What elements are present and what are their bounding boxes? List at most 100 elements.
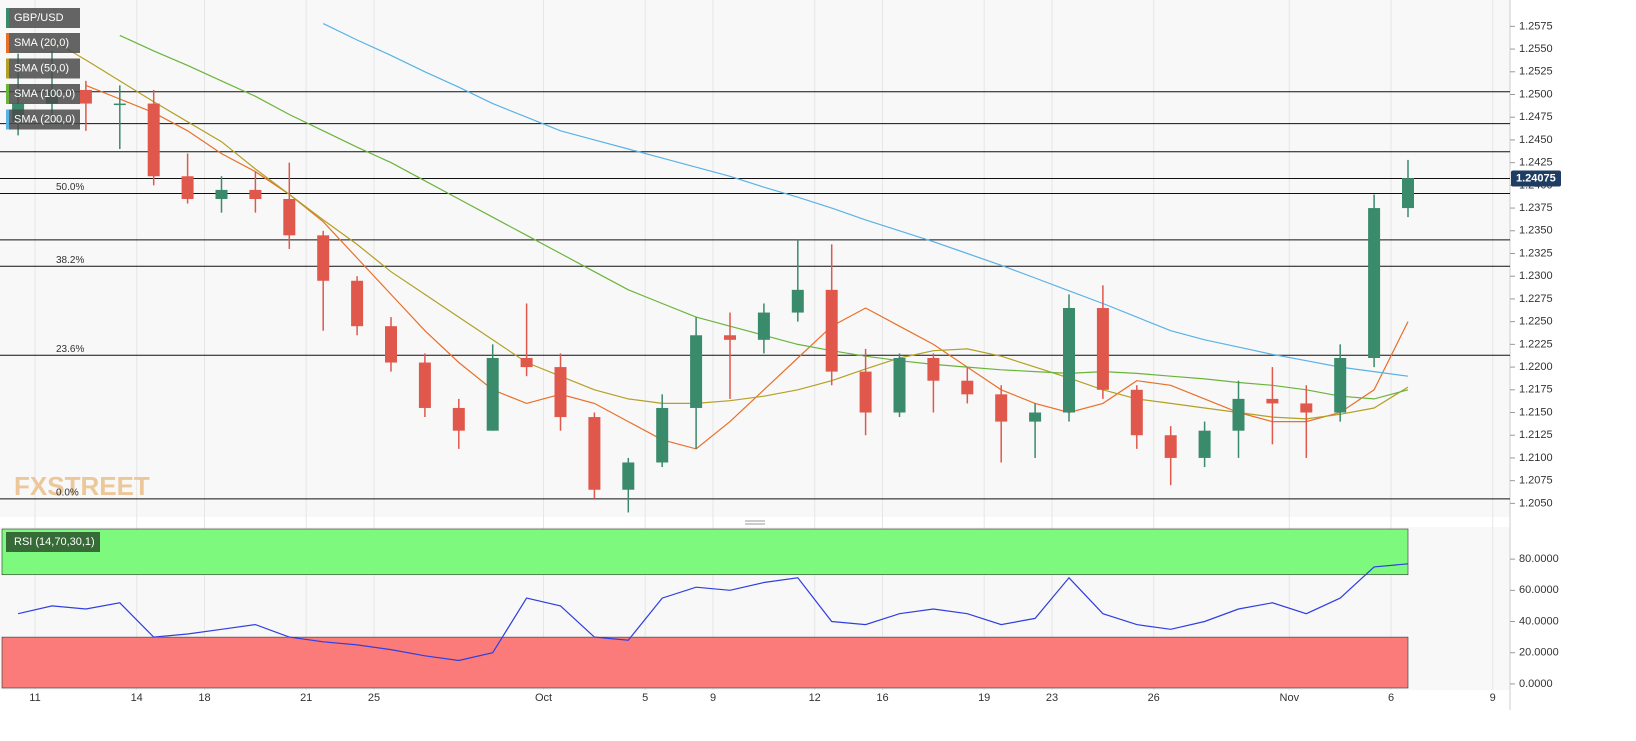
candle-body bbox=[554, 367, 567, 418]
y-tick-label: 20.0000 bbox=[1519, 647, 1559, 659]
y-tick-label: 1.2375 bbox=[1519, 202, 1553, 214]
overbought-zone bbox=[1, 528, 1409, 576]
legend-swatch bbox=[6, 58, 9, 79]
candle-body bbox=[1198, 430, 1211, 458]
y-tick-label: 40.0000 bbox=[1519, 615, 1559, 627]
candle-body bbox=[1029, 412, 1042, 422]
watermark: FXSTREET bbox=[14, 471, 150, 501]
x-tick-label: 9 bbox=[1490, 692, 1496, 704]
legend-box bbox=[6, 84, 80, 104]
x-tick-label: 26 bbox=[1148, 692, 1160, 704]
y-tick-label: 1.2075 bbox=[1519, 475, 1553, 487]
x-tick-label: 6 bbox=[1388, 692, 1394, 704]
y-tick-label: 1.2300 bbox=[1519, 270, 1553, 282]
legend-swatch bbox=[6, 109, 9, 130]
y-tick-label: 1.2425 bbox=[1519, 157, 1553, 169]
x-tick-label: 21 bbox=[300, 692, 312, 704]
y-tick-label: 1.2575 bbox=[1519, 20, 1553, 32]
y-tick-label: 1.2100 bbox=[1519, 452, 1553, 464]
candle-body bbox=[283, 198, 296, 236]
candle-body bbox=[1164, 435, 1177, 458]
y-tick-label: 1.2525 bbox=[1519, 66, 1553, 78]
x-tick-label: 12 bbox=[809, 692, 821, 704]
fib-label: 38.2% bbox=[56, 255, 84, 266]
y-tick-label: 1.2225 bbox=[1519, 338, 1553, 350]
candle-body bbox=[520, 357, 533, 368]
candle-body bbox=[690, 335, 703, 408]
candle-body bbox=[961, 380, 974, 395]
candle-body bbox=[1334, 357, 1347, 413]
y-tick-label: 1.2475 bbox=[1519, 111, 1553, 123]
legend-swatch bbox=[6, 84, 9, 104]
legend-box bbox=[6, 109, 80, 130]
x-tick-label: Oct bbox=[535, 692, 552, 704]
fib-label: 50.0% bbox=[56, 182, 84, 193]
fib-label: 0.0% bbox=[56, 487, 79, 498]
candle-body bbox=[1096, 308, 1109, 390]
price-tag bbox=[1511, 170, 1561, 187]
candle-body bbox=[351, 280, 364, 327]
y-tick-label: 0.0000 bbox=[1519, 678, 1553, 690]
y-tick-label: 1.2550 bbox=[1519, 43, 1553, 55]
candle-body bbox=[79, 89, 92, 104]
x-tick-label: 23 bbox=[1046, 692, 1058, 704]
y-tick-label: 80.0000 bbox=[1519, 553, 1559, 565]
candle-body bbox=[1266, 398, 1279, 404]
candle-body bbox=[995, 394, 1008, 422]
candle-body bbox=[893, 357, 906, 413]
y-tick-label: 1.2200 bbox=[1519, 361, 1553, 373]
oversold-zone bbox=[1, 636, 1409, 689]
legend-label: SMA (20,0) bbox=[14, 37, 69, 49]
candle-body bbox=[927, 357, 940, 381]
legend-label: SMA (50,0) bbox=[14, 62, 69, 74]
candle-body bbox=[249, 189, 262, 199]
legend-box bbox=[6, 33, 80, 53]
candle-body bbox=[486, 357, 499, 431]
y-tick-label: 1.2325 bbox=[1519, 247, 1553, 259]
x-tick-label: Nov bbox=[1280, 692, 1300, 704]
y-tick-label: 1.2450 bbox=[1519, 134, 1553, 146]
x-tick-label: 16 bbox=[876, 692, 888, 704]
candle-body bbox=[1300, 403, 1313, 413]
y-tick-label: 1.2125 bbox=[1519, 429, 1553, 441]
candle-body bbox=[1063, 308, 1075, 413]
price-tag-label: 1.24075 bbox=[1516, 172, 1556, 184]
candle-body bbox=[215, 189, 228, 199]
candle-body bbox=[317, 235, 330, 281]
candle-body bbox=[825, 289, 838, 372]
y-tick-label: 1.2500 bbox=[1519, 88, 1553, 100]
candle-body bbox=[113, 103, 126, 106]
legend-box bbox=[6, 8, 80, 28]
legend-label: SMA (100,0) bbox=[14, 88, 75, 100]
y-tick-label: 1.2350 bbox=[1519, 225, 1553, 237]
y-tick-label: 60.0000 bbox=[1519, 584, 1559, 596]
candle-body bbox=[622, 462, 635, 490]
candle-body bbox=[147, 103, 160, 177]
price-panel bbox=[0, 0, 1510, 517]
y-tick-label: 1.2050 bbox=[1519, 497, 1553, 509]
sma-line bbox=[85, 84, 1409, 450]
candle-body bbox=[1232, 398, 1245, 431]
candle-body bbox=[757, 312, 770, 340]
rsi-line bbox=[17, 563, 1409, 662]
candle-body bbox=[1130, 389, 1143, 436]
candle-body bbox=[859, 371, 872, 413]
legend-swatch bbox=[6, 33, 9, 53]
candle-body bbox=[724, 335, 736, 340]
x-tick-label: 14 bbox=[131, 692, 143, 704]
sma-line bbox=[322, 23, 1409, 377]
x-tick-label: 5 bbox=[642, 692, 648, 704]
candle-body bbox=[418, 362, 431, 408]
y-tick-label: 1.2175 bbox=[1519, 384, 1553, 396]
fib-label: 23.6% bbox=[56, 344, 84, 355]
candle-body bbox=[452, 407, 465, 431]
candle-body bbox=[656, 407, 669, 463]
x-tick-label: 11 bbox=[29, 692, 40, 704]
y-tick-label: 1.2275 bbox=[1519, 293, 1553, 305]
candle-body bbox=[385, 326, 397, 363]
x-tick-label: 19 bbox=[978, 692, 990, 704]
candle-body bbox=[1402, 178, 1414, 209]
x-tick-label: 9 bbox=[710, 692, 716, 704]
candle-body bbox=[1368, 208, 1381, 358]
